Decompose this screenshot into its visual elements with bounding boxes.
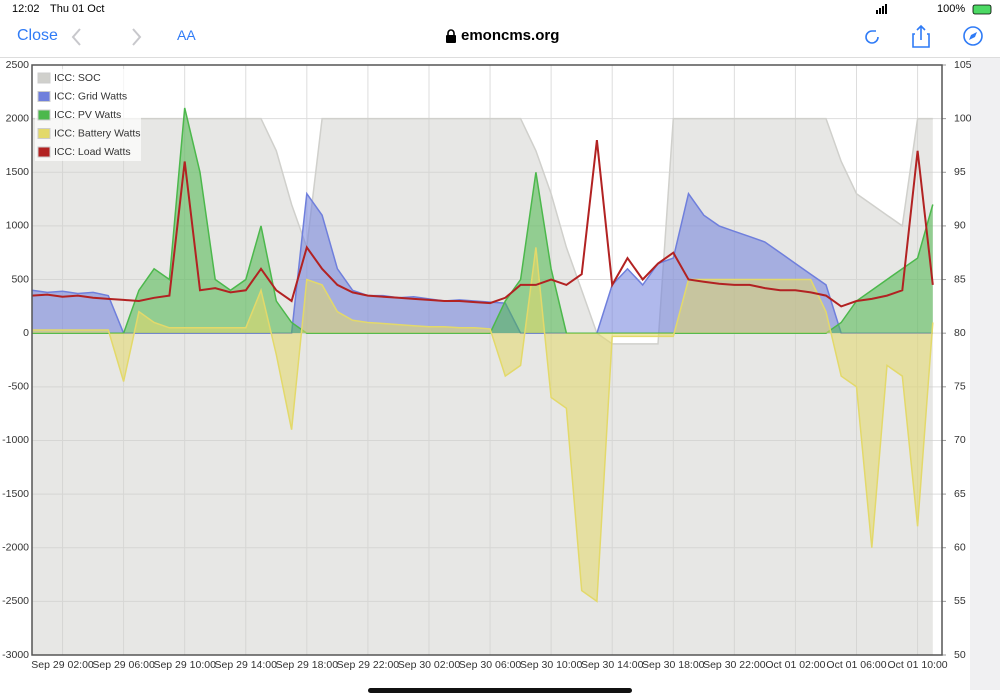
status-battery: 100% bbox=[937, 3, 966, 15]
y2-tick-label: 90 bbox=[954, 220, 966, 232]
y2-tick-label: 85 bbox=[954, 273, 966, 285]
text-size-button[interactable]: AA bbox=[177, 27, 196, 43]
status-icons bbox=[876, 4, 992, 15]
legend-swatch bbox=[37, 128, 51, 139]
y-tick-label: -3000 bbox=[2, 649, 29, 661]
y-tick-label: -500 bbox=[8, 381, 29, 393]
legend-label: ICC: Load Watts bbox=[54, 146, 131, 158]
toolbar-divider bbox=[0, 57, 1000, 58]
y2-tick-label: 55 bbox=[954, 595, 966, 607]
y2-tick-label: 80 bbox=[954, 327, 966, 339]
url[interactable]: emoncms.org bbox=[461, 27, 560, 44]
y-tick-label: 2500 bbox=[6, 59, 30, 71]
x-tick-label: Sep 29 10:00 bbox=[153, 659, 216, 671]
y-tick-label: 1000 bbox=[6, 220, 30, 232]
legend-label: ICC: Battery Watts bbox=[54, 127, 141, 139]
y2-tick-label: 60 bbox=[954, 542, 966, 554]
y-tick-label: -1500 bbox=[2, 488, 29, 500]
legend-label: ICC: PV Watts bbox=[54, 109, 121, 121]
y2-tick-label: 65 bbox=[954, 488, 966, 500]
x-tick-label: Sep 30 18:00 bbox=[642, 659, 705, 671]
y-tick-label: 0 bbox=[23, 327, 29, 339]
legend-box bbox=[35, 69, 141, 161]
x-tick-label: Oct 01 06:00 bbox=[826, 659, 886, 671]
x-tick-label: Sep 29 22:00 bbox=[337, 659, 400, 671]
x-tick-label: Oct 01 10:00 bbox=[888, 659, 948, 671]
y2-tick-label: 100 bbox=[954, 112, 972, 124]
legend-swatch bbox=[37, 146, 51, 158]
close-button[interactable]: Close bbox=[17, 27, 58, 44]
x-tick-label: Sep 30 22:00 bbox=[703, 659, 766, 671]
status-date: Thu 01 Oct bbox=[50, 3, 105, 15]
x-tick-label: Sep 30 06:00 bbox=[459, 659, 522, 671]
series-line bbox=[31, 139, 934, 308]
legend-label: ICC: Grid Watts bbox=[54, 90, 127, 102]
y2-tick-label: 70 bbox=[954, 434, 966, 446]
y2-tick-label: 75 bbox=[954, 381, 966, 393]
y2-tick-label: 95 bbox=[954, 166, 966, 178]
y-tick-label: -2000 bbox=[2, 542, 29, 554]
y2-tick-label: 50 bbox=[954, 649, 966, 661]
legend-swatch bbox=[37, 109, 51, 121]
home-indicator bbox=[368, 688, 632, 693]
x-tick-label: Oct 01 02:00 bbox=[765, 659, 825, 671]
lock-icon bbox=[446, 29, 456, 43]
legend-swatch bbox=[37, 91, 51, 102]
y-tick-label: 2000 bbox=[6, 112, 30, 124]
nav-arrows bbox=[71, 28, 142, 46]
y-tick-label: -2500 bbox=[2, 595, 29, 607]
x-tick-label: Sep 29 18:00 bbox=[276, 659, 339, 671]
y2-tick-label: 105 bbox=[954, 59, 972, 71]
series-edge bbox=[31, 191, 933, 334]
series-edge bbox=[32, 107, 934, 334]
series-edge bbox=[32, 247, 934, 603]
x-tick-label: Sep 29 14:00 bbox=[215, 659, 278, 671]
legend-swatch bbox=[37, 72, 51, 84]
legend-label: ICC: SOC bbox=[54, 72, 101, 84]
x-tick-label: Sep 29 02:00 bbox=[31, 659, 94, 671]
series-area bbox=[32, 107, 933, 334]
x-tick-label: Sep 30 10:00 bbox=[520, 659, 583, 671]
y-tick-label: -1000 bbox=[2, 434, 29, 446]
plot-border bbox=[31, 64, 943, 656]
x-tick-label: Sep 30 02:00 bbox=[398, 659, 461, 671]
toolbar-icons bbox=[865, 24, 983, 48]
y-tick-label: 500 bbox=[11, 273, 29, 285]
legend: ICC: SOC ICC: Grid Watts ICC: PV Watts ICC:… bbox=[35, 69, 141, 161]
series-area bbox=[32, 118, 933, 656]
right-margin bbox=[970, 58, 1000, 690]
x-tick-label: Sep 30 14:00 bbox=[581, 659, 644, 671]
y-tick-label: 1500 bbox=[6, 166, 30, 178]
series-edge bbox=[32, 117, 933, 345]
status-time: 12:02 bbox=[12, 3, 40, 15]
x-tick-label: Sep 29 06:00 bbox=[92, 659, 155, 671]
